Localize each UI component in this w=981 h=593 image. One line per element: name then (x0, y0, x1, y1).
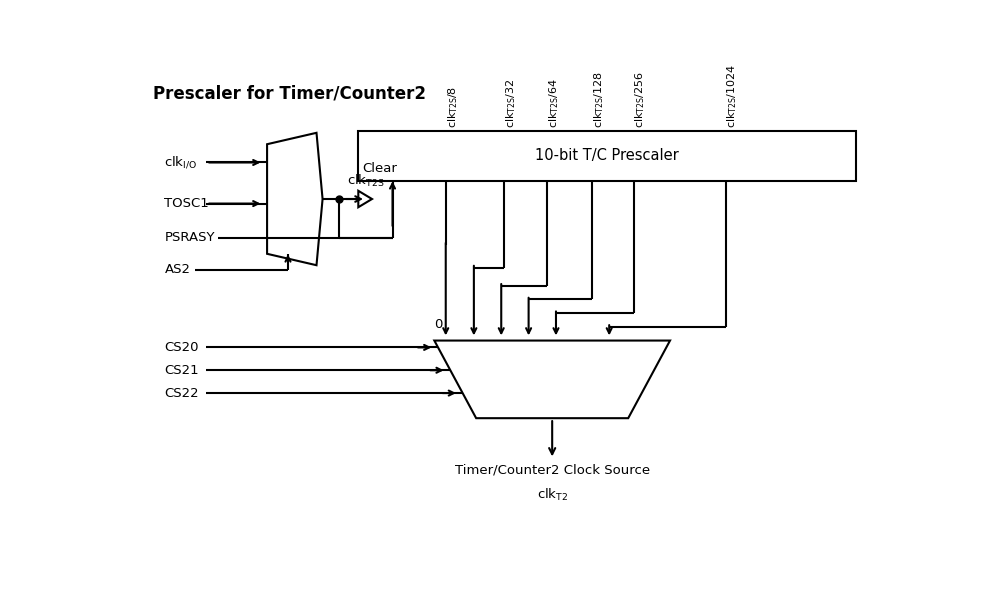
Text: TOSC1: TOSC1 (165, 197, 209, 210)
Text: clk$_{\mathregular{T2S}}$/1024: clk$_{\mathregular{T2S}}$/1024 (726, 64, 740, 128)
Text: 0: 0 (434, 318, 442, 331)
Text: Clear: Clear (362, 162, 397, 176)
Text: clk$_{\mathregular{T2}}$: clk$_{\mathregular{T2}}$ (537, 487, 568, 503)
Text: clk$_{\mathregular{T2S}}$/32: clk$_{\mathregular{T2S}}$/32 (504, 79, 518, 128)
Text: AS2: AS2 (165, 263, 190, 276)
Text: clk$_{\mathregular{I/O}}$: clk$_{\mathregular{I/O}}$ (165, 155, 198, 170)
Text: Timer/Counter2 Clock Source: Timer/Counter2 Clock Source (454, 464, 649, 477)
Text: clk$_{\mathregular{T2S}}$/64: clk$_{\mathregular{T2S}}$/64 (546, 78, 561, 128)
Text: Prescaler for Timer/Counter2: Prescaler for Timer/Counter2 (153, 85, 426, 103)
Text: PSRASY: PSRASY (165, 231, 215, 244)
Text: clk$_{\mathregular{T2S}}$/256: clk$_{\mathregular{T2S}}$/256 (634, 72, 647, 128)
Text: clk$_{\mathregular{T2S}}$: clk$_{\mathregular{T2S}}$ (347, 173, 385, 189)
Text: clk$_{\mathregular{T2S}}$/128: clk$_{\mathregular{T2S}}$/128 (592, 71, 605, 128)
Bar (358, 130, 856, 181)
Text: CS21: CS21 (165, 364, 199, 377)
Text: CS20: CS20 (165, 341, 199, 354)
Text: CS22: CS22 (165, 387, 199, 400)
Text: 10-bit T/C Prescaler: 10-bit T/C Prescaler (536, 148, 679, 163)
Text: clk$_{\mathregular{T2S}}$/8: clk$_{\mathregular{T2S}}$/8 (445, 86, 459, 128)
